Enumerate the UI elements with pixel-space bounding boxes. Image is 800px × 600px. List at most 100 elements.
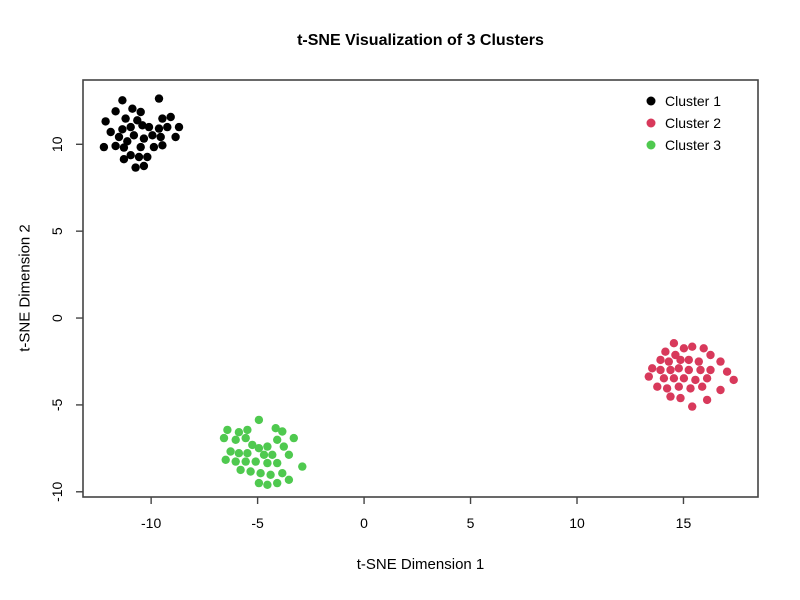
- data-point: [656, 355, 665, 365]
- data-point: [119, 143, 129, 152]
- data-point: [666, 392, 675, 401]
- data-point: [669, 339, 679, 348]
- data-point: [263, 442, 272, 451]
- legend-swatch: [646, 96, 656, 106]
- x-axis-label: t-SNE Dimension 1: [356, 556, 485, 573]
- data-point: [149, 142, 159, 152]
- data-point: [656, 365, 665, 375]
- data-point: [674, 364, 683, 373]
- data-point: [688, 402, 697, 411]
- y-tick-label: -10: [49, 481, 65, 501]
- legend-label: Cluster 2: [665, 115, 721, 131]
- legend-swatch: [646, 140, 656, 150]
- data-point: [289, 433, 298, 443]
- data-point: [263, 458, 272, 468]
- chart-title: t-SNE Visualization of 3 Clusters: [297, 32, 544, 49]
- data-point: [273, 478, 282, 488]
- data-point: [698, 382, 707, 391]
- data-point: [696, 365, 705, 375]
- data-point: [226, 447, 235, 456]
- data-point: [684, 365, 693, 375]
- legend-label: Cluster 3: [665, 137, 721, 153]
- data-point: [111, 107, 120, 116]
- data-point: [241, 433, 250, 443]
- x-tick-label: 10: [569, 515, 585, 531]
- data-point: [234, 428, 244, 437]
- data-point: [231, 435, 240, 444]
- x-tick-label: -10: [141, 515, 161, 531]
- data-point: [676, 393, 685, 403]
- data-point: [99, 142, 109, 152]
- data-point: [166, 112, 175, 122]
- data-point: [148, 131, 157, 140]
- data-point: [684, 355, 693, 365]
- data-point: [662, 384, 672, 393]
- data-point: [679, 344, 689, 353]
- data-point: [648, 364, 657, 373]
- data-point: [298, 462, 307, 471]
- y-tick-label: 5: [49, 227, 65, 235]
- data-point: [263, 480, 272, 489]
- data-point: [688, 342, 697, 351]
- data-point: [674, 382, 683, 391]
- data-point: [661, 347, 670, 356]
- data-point: [653, 382, 662, 391]
- data-point: [158, 141, 167, 150]
- data-point: [686, 384, 695, 393]
- data-point: [119, 155, 129, 164]
- x-tick-label: 0: [360, 515, 368, 531]
- data-point: [259, 450, 269, 459]
- data-point: [278, 469, 287, 478]
- data-point: [676, 355, 685, 365]
- y-axis-label: t-SNE Dimension 2: [16, 224, 34, 352]
- data-point: [231, 457, 240, 466]
- data-point: [144, 122, 154, 132]
- x-tick-label: -5: [251, 515, 264, 531]
- data-point: [101, 117, 110, 126]
- data-point: [223, 425, 232, 435]
- data-point: [254, 478, 264, 488]
- data-point: [248, 440, 257, 450]
- data-point: [278, 427, 287, 436]
- data-point: [716, 385, 725, 395]
- data-point: [273, 458, 282, 468]
- data-point: [664, 357, 673, 366]
- legend-label: Cluster 1: [665, 93, 721, 109]
- data-point: [666, 365, 675, 375]
- data-point: [706, 350, 715, 360]
- data-point: [716, 357, 725, 366]
- data-point: [702, 395, 712, 405]
- data-point: [111, 141, 120, 151]
- data-point: [154, 124, 164, 133]
- data-point: [246, 467, 255, 476]
- data-point: [256, 469, 265, 478]
- y-tick-label: 0: [49, 314, 65, 322]
- data-point: [163, 122, 172, 132]
- x-tick-label: 5: [467, 515, 475, 531]
- y-tick-label: -5: [49, 398, 65, 411]
- data-point: [136, 107, 145, 117]
- data-point: [121, 114, 130, 123]
- data-point: [154, 94, 164, 103]
- data-point: [279, 442, 288, 451]
- data-point: [243, 425, 252, 435]
- data-point: [691, 375, 700, 385]
- data-point: [174, 122, 184, 132]
- data-point: [139, 161, 149, 171]
- data-point: [669, 374, 679, 383]
- data-point: [158, 114, 167, 123]
- data-point: [131, 163, 140, 172]
- data-point: [694, 357, 703, 366]
- data-point: [271, 424, 280, 433]
- legend-swatch: [646, 118, 656, 128]
- data-point: [254, 415, 264, 425]
- data-point: [234, 449, 244, 458]
- data-point: [118, 96, 127, 105]
- data-point: [123, 137, 132, 146]
- data-point: [679, 374, 689, 383]
- data-point: [126, 122, 135, 132]
- x-tick-label: 15: [676, 515, 692, 531]
- data-point: [729, 375, 738, 385]
- data-point: [722, 367, 732, 376]
